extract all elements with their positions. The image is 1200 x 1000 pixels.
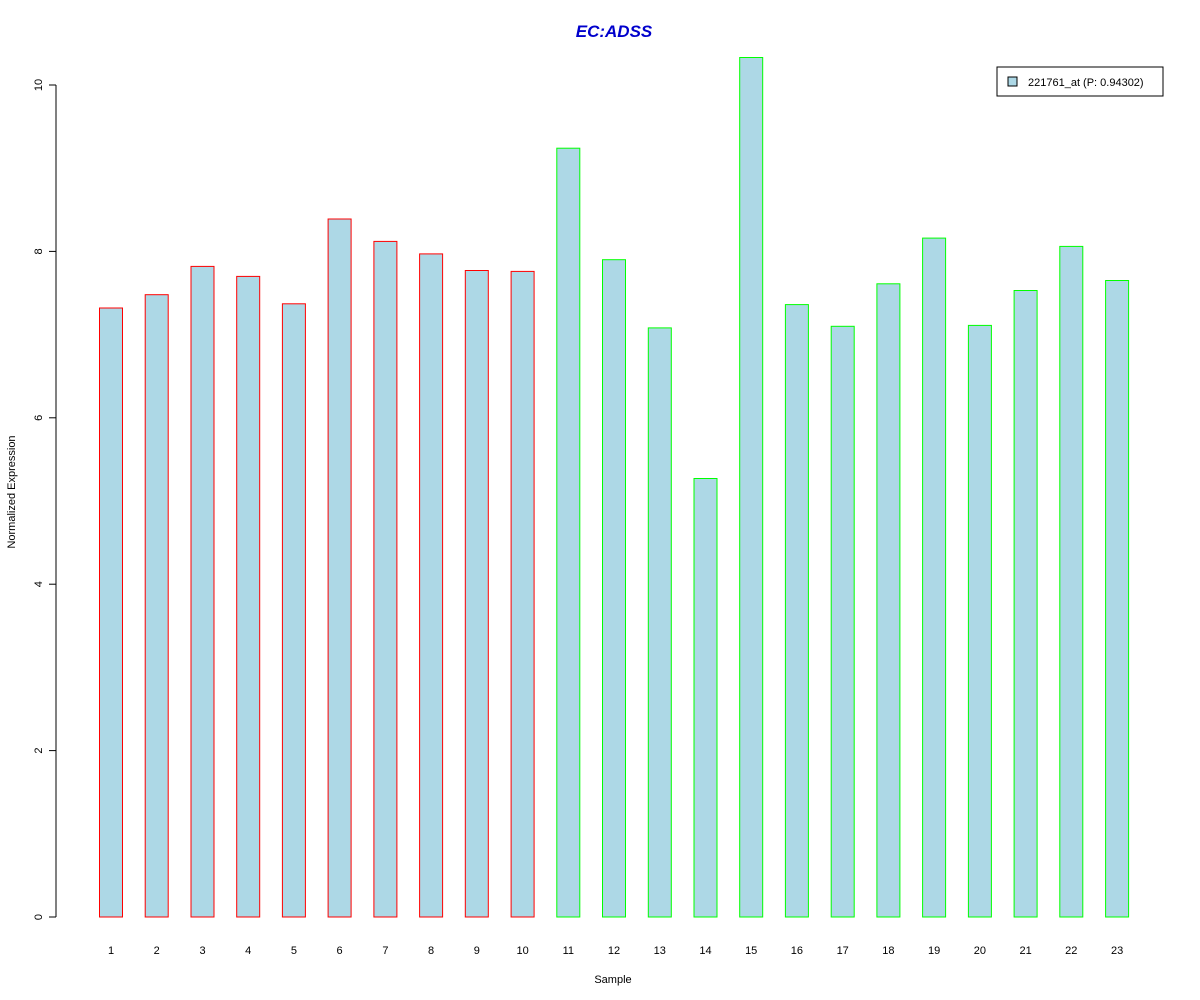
x-tick-label: 6 — [337, 945, 343, 957]
bar-sample-1 — [99, 307, 123, 918]
x-tick-label: 7 — [382, 945, 388, 957]
x-tick-label: 21 — [1019, 945, 1031, 957]
bar-sample-7 — [373, 240, 398, 918]
bar-sample-19 — [922, 237, 947, 918]
x-tick-label: 17 — [837, 945, 849, 957]
bar-sample-2 — [144, 294, 169, 918]
x-tick-label: 22 — [1065, 945, 1077, 957]
y-axis: 0 2 4 6 8 10 — [33, 79, 57, 920]
legend-entry: 221761_at (P: 0.94302) — [1028, 77, 1144, 89]
chart-title: EC:ADSS — [576, 22, 653, 41]
bar-sample-12 — [602, 259, 626, 918]
y-tick-label: 8 — [33, 248, 45, 254]
x-tick-labels: 1 2 3 4 5 6 7 8 9 10 11 12 13 14 15 16 17 18 19 20 21 22 23 — [108, 945, 1123, 957]
legend-swatch — [1007, 76, 1018, 87]
x-tick-label: 16 — [791, 945, 803, 957]
legend-box — [996, 66, 1164, 97]
x-tick-label: 18 — [882, 945, 894, 957]
x-axis-label: Sample — [594, 974, 631, 986]
bar-sample-13 — [647, 327, 672, 918]
bar-sample-18 — [876, 283, 901, 918]
y-tick-label: 2 — [33, 748, 45, 754]
bars-group — [99, 57, 1130, 918]
x-tick-label: 4 — [245, 945, 251, 957]
legend: 221761_at (P: 0.94302) — [996, 66, 1164, 97]
y-tick-label: 10 — [33, 79, 45, 91]
x-tick-label: 10 — [516, 945, 528, 957]
bar-sample-23 — [1105, 280, 1130, 918]
x-tick-label: 19 — [928, 945, 940, 957]
x-tick-label: 3 — [199, 945, 205, 957]
x-tick-label: 14 — [699, 945, 711, 957]
bar-sample-17 — [830, 325, 855, 918]
x-tick-label: 20 — [974, 945, 986, 957]
bar-sample-8 — [419, 253, 444, 918]
y-axis-label: Normalized Expression — [6, 435, 18, 548]
x-tick-label: 13 — [654, 945, 666, 957]
y-tick-label: 4 — [33, 581, 45, 587]
bar-sample-22 — [1059, 245, 1084, 918]
bar-sample-6 — [327, 218, 352, 918]
bar-sample-9 — [464, 270, 489, 918]
bar-sample-3 — [190, 265, 215, 918]
bar-sample-4 — [236, 275, 261, 918]
bar-sample-10 — [510, 270, 535, 918]
bar-sample-11 — [556, 147, 581, 918]
bar-sample-16 — [784, 304, 809, 918]
bar-sample-20 — [967, 324, 992, 918]
x-tick-label: 9 — [474, 945, 480, 957]
bar-sample-14 — [693, 478, 718, 918]
y-tick-label: 0 — [33, 914, 45, 920]
x-tick-label: 8 — [428, 945, 434, 957]
x-tick-label: 12 — [608, 945, 620, 957]
x-tick-label: 15 — [745, 945, 757, 957]
bar-sample-15 — [739, 57, 764, 918]
bar-sample-21 — [1013, 290, 1038, 918]
y-tick-label: 6 — [33, 415, 45, 421]
x-tick-label: 1 — [108, 945, 114, 957]
x-tick-label: 11 — [563, 945, 574, 957]
bar-sample-5 — [281, 303, 306, 918]
x-tick-label: 2 — [154, 945, 160, 957]
x-tick-label: 5 — [291, 945, 297, 957]
x-tick-label: 23 — [1111, 945, 1123, 957]
